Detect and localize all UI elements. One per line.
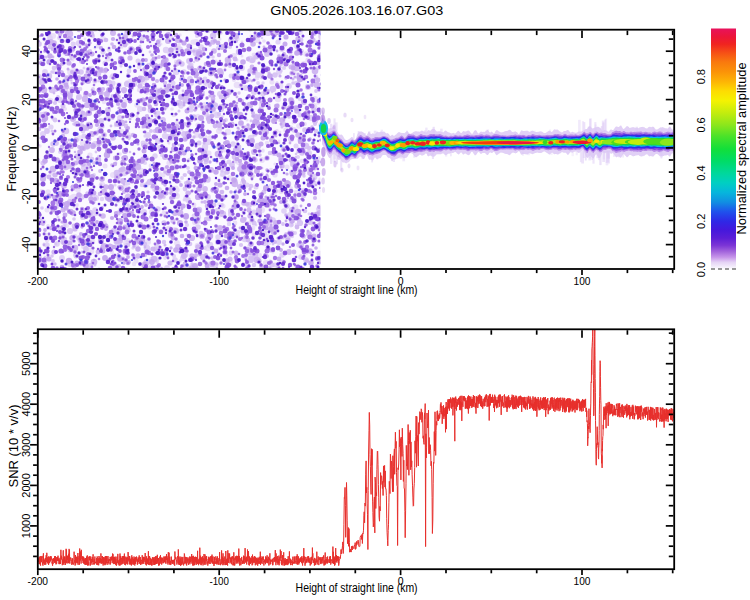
svg-text:0: 0 bbox=[20, 145, 32, 151]
svg-text:Normalized spectral amplitude: Normalized spectral amplitude bbox=[735, 62, 749, 234]
svg-text:100: 100 bbox=[574, 275, 591, 287]
svg-text:-40: -40 bbox=[20, 237, 32, 253]
svg-text:4000: 4000 bbox=[20, 392, 32, 416]
svg-text:-20: -20 bbox=[20, 188, 32, 204]
svg-text:3000: 3000 bbox=[20, 433, 32, 457]
svg-text:40: 40 bbox=[20, 45, 32, 57]
svg-text:-200: -200 bbox=[28, 575, 49, 587]
svg-text:0.4: 0.4 bbox=[695, 165, 707, 180]
svg-text:100: 100 bbox=[574, 575, 591, 587]
svg-text:-200: -200 bbox=[28, 275, 49, 287]
svg-text:Frequency (Hz): Frequency (Hz) bbox=[5, 106, 19, 191]
svg-text:GN05.2026.103.16.07.G03: GN05.2026.103.16.07.G03 bbox=[270, 3, 443, 18]
svg-text:Height of straight line (km): Height of straight line (km) bbox=[296, 581, 418, 595]
svg-text:1000: 1000 bbox=[20, 514, 32, 538]
svg-text:-100: -100 bbox=[209, 275, 229, 287]
svg-text:0.2: 0.2 bbox=[695, 214, 707, 229]
svg-text:Height of straight line (km): Height of straight line (km) bbox=[296, 283, 418, 297]
svg-text:20: 20 bbox=[20, 93, 32, 105]
svg-text:0.8: 0.8 bbox=[695, 69, 707, 84]
svg-text:-100: -100 bbox=[209, 575, 229, 587]
svg-text:5000: 5000 bbox=[20, 351, 32, 375]
svg-text:0.0: 0.0 bbox=[695, 262, 707, 277]
svg-text:SNR (10 * v/v): SNR (10 * v/v) bbox=[7, 405, 21, 488]
svg-text:2000: 2000 bbox=[20, 473, 32, 497]
svg-text:0.6: 0.6 bbox=[695, 117, 707, 132]
